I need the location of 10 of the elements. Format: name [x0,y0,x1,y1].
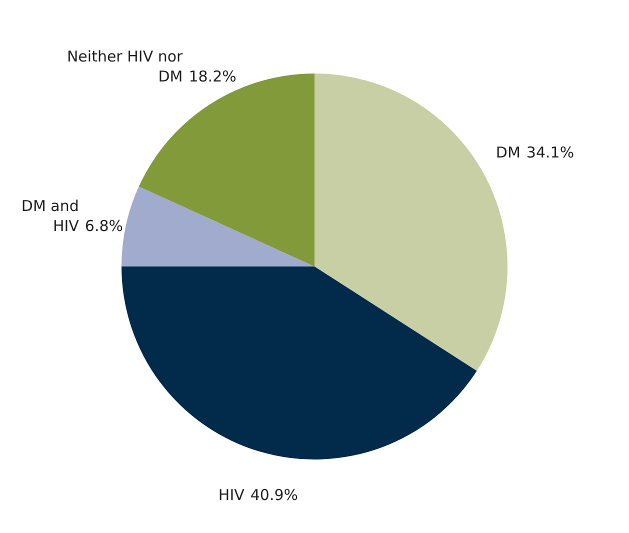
data-label: 18.2% [188,67,236,86]
slice-label: HIV [218,486,246,504]
pie-slice [122,186,314,266]
slice-label: DM [496,144,520,162]
data-label: 6.8% [84,217,124,236]
data-label: 34.1% [526,144,574,162]
slice-label: Neither HIV nor DM [66,47,184,86]
data-label: 40.9% [250,486,298,504]
pie-slice [122,266,477,460]
slice-label: DM and HIV [21,197,80,236]
